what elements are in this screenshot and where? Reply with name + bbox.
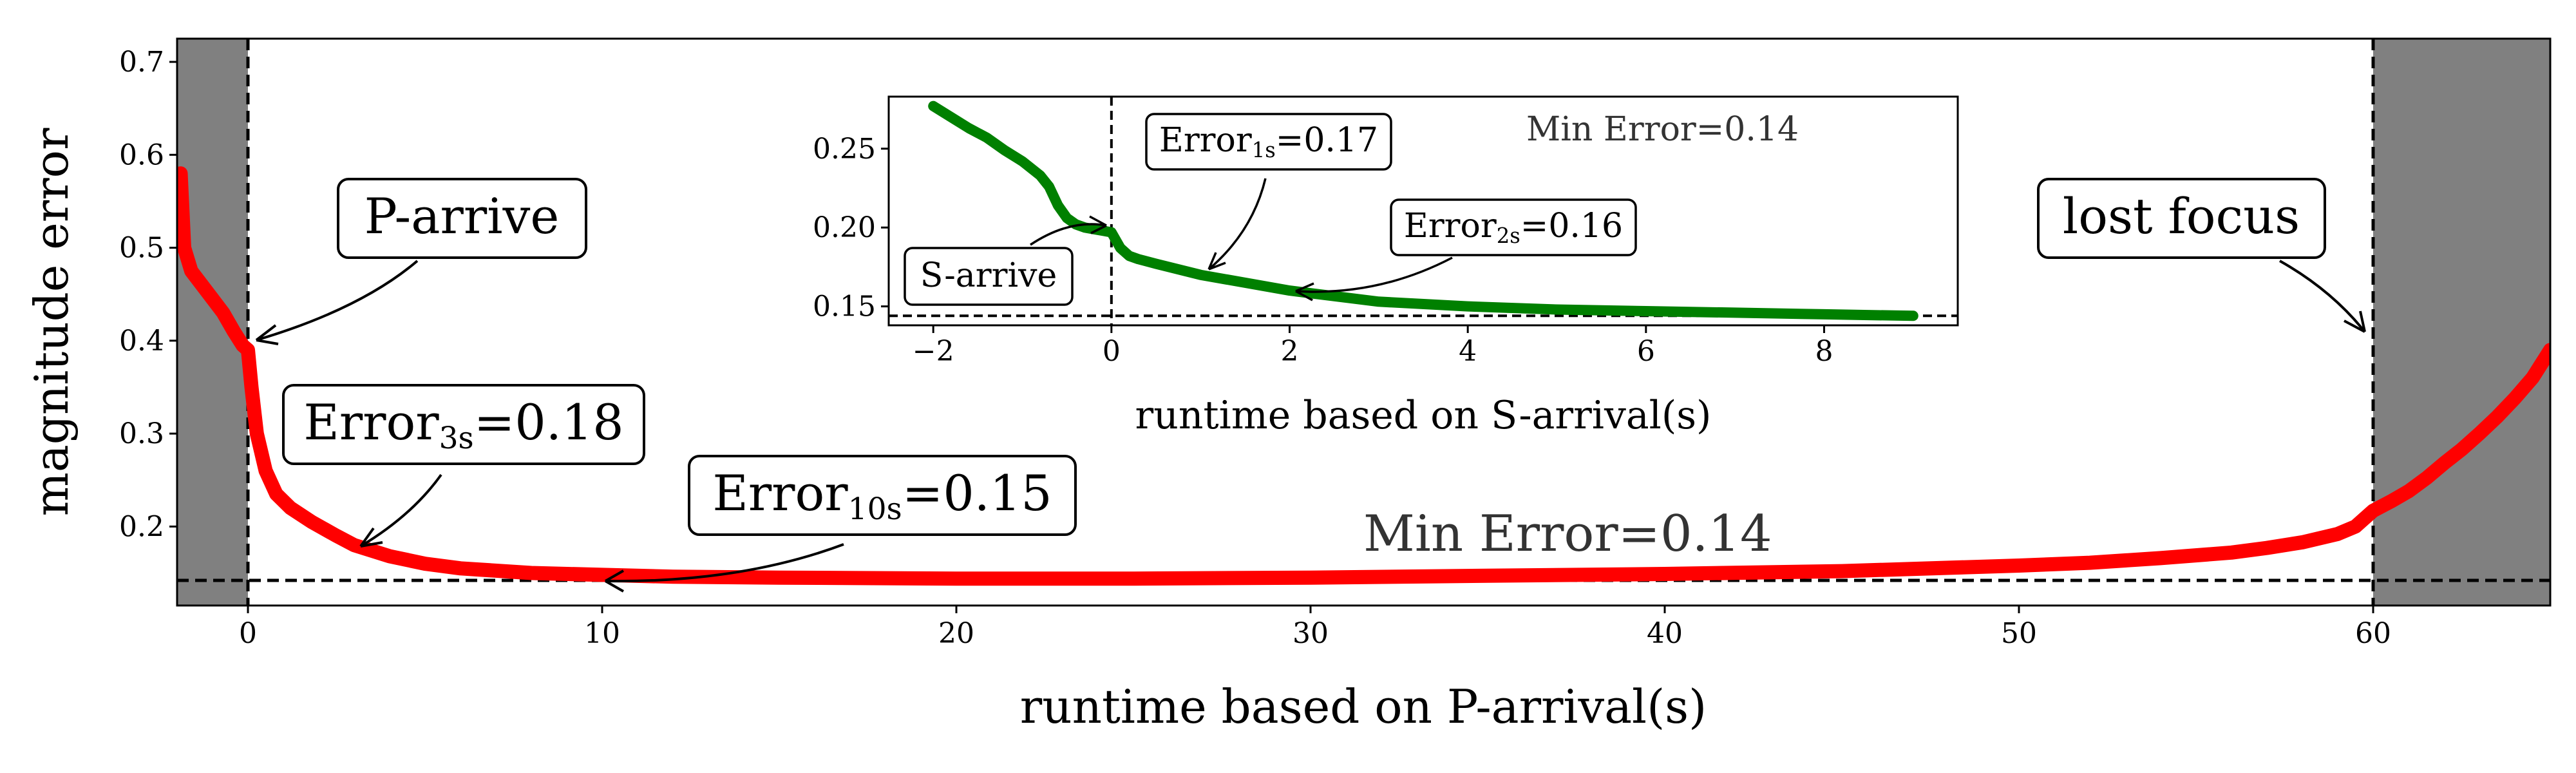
p-arrive-annotation: P-arrive — [255, 178, 587, 345]
y-tick-label: 0.25 — [813, 133, 876, 166]
x-tick-label: 2 — [1281, 335, 1299, 368]
main-plot-frame — [176, 37, 2552, 607]
inset-min-error-label: Min Error=0.14 — [1526, 110, 1799, 149]
shaded-region — [177, 39, 248, 606]
series-line — [177, 166, 2550, 586]
s-arrive-label: S-arrive — [920, 256, 1057, 295]
y-tick-label: 0.15 — [813, 291, 876, 323]
p-arrive-label: P-arrive — [365, 187, 560, 245]
error-2s-annotation: Error2s=0.16 — [1295, 198, 1637, 301]
error-1s-arrowhead — [1208, 252, 1226, 271]
x-tick-label: 8 — [1815, 335, 1833, 368]
error-2s-arrow — [1295, 256, 1453, 293]
main-x-axis-label: runtime based on P-arrival(s) — [1020, 680, 1707, 734]
error-10s-arrowhead — [605, 569, 624, 593]
lost-focus-arrow — [2279, 260, 2366, 333]
error-2s-box — [1390, 198, 1637, 256]
x-tick-label: 6 — [1637, 335, 1655, 368]
y-tick-label: 0.5 — [119, 232, 164, 265]
p-arrive-arrowhead — [255, 324, 279, 345]
error-10s-box — [688, 455, 1077, 536]
y-tick-label: 0.6 — [119, 138, 164, 171]
main-min-error-label: Min Error=0.14 — [1363, 505, 1772, 563]
y-tick-label: 0.4 — [119, 325, 164, 358]
error-3s-annotation: Error3s=0.18 — [282, 384, 645, 548]
lost-focus-box — [2037, 178, 2326, 259]
error-2s-label: Error2s=0.16 — [1404, 207, 1623, 248]
x-tick-label: 50 — [2001, 617, 2037, 650]
lost-focus-label: lost focus — [2063, 187, 2300, 245]
lost-focus-arrowhead — [2344, 310, 2366, 333]
error-1s-label: Error1s=0.17 — [1159, 121, 1378, 162]
error-3s-box — [282, 384, 645, 465]
error-3s-arrowhead — [359, 527, 383, 548]
error-1s-annotation: Error1s=0.17 — [1145, 113, 1392, 271]
error-3s-arrow — [359, 473, 442, 548]
x-tick-label: 30 — [1293, 617, 1329, 650]
x-tick-label: −2 — [913, 335, 954, 368]
error-10s-arrow — [605, 543, 844, 583]
y-tick-label: 0.3 — [119, 417, 164, 450]
inset-chart: −2 0 2 4 6 8 0.15 0.20 0.25 runtime based on S-… — [813, 95, 1959, 438]
x-tick-label: 60 — [2355, 617, 2391, 650]
error-1s-arrow — [1208, 178, 1267, 271]
shaded-region — [2373, 39, 2550, 606]
error-3s-label: Error3s=0.18 — [303, 394, 623, 456]
y-tick-label: 0.20 — [813, 211, 876, 244]
main-y-axis-label: magnitude error — [24, 128, 79, 516]
inset-x-axis-label: runtime based on S-arrival(s) — [1135, 393, 1712, 438]
series-line — [928, 100, 1918, 321]
s-arrive-arrowhead — [1089, 215, 1107, 234]
y-tick-label: 0.2 — [119, 510, 164, 543]
x-tick-label: 4 — [1459, 335, 1477, 368]
p-arrive-arrow — [256, 260, 419, 341]
s-arrive-annotation: S-arrive — [904, 215, 1107, 306]
error-1s-box — [1145, 113, 1392, 171]
error-10s-annotation: Error10s=0.15 — [605, 455, 1077, 593]
error-10s-label: Error10s=0.15 — [712, 464, 1052, 527]
s-arrive-arrow — [1030, 223, 1107, 246]
y-tick-label: 0.7 — [119, 46, 164, 79]
lost-focus-annotation: lost focus — [2037, 178, 2366, 333]
x-tick-label: 40 — [1647, 617, 1683, 650]
x-tick-label: 0 — [239, 617, 257, 650]
x-tick-label: 0 — [1103, 335, 1121, 368]
x-tick-label: 20 — [938, 617, 974, 650]
p-arrive-box — [337, 178, 587, 259]
s-arrive-box — [904, 247, 1074, 306]
x-tick-label: 10 — [584, 617, 620, 650]
error-2s-arrowhead — [1295, 282, 1314, 301]
